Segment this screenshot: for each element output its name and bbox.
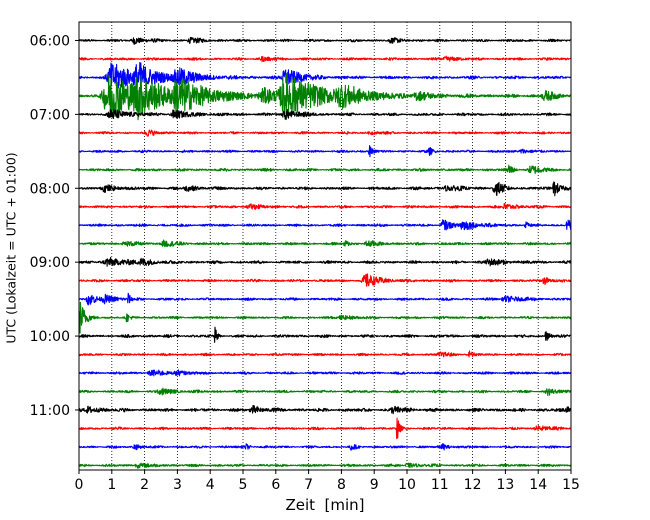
trace-0815 (78, 202, 572, 210)
trace-0600 (78, 36, 572, 45)
x-tick-label-13: 13 (496, 477, 514, 493)
x-tick-label-0: 0 (75, 477, 84, 493)
trace-1045 (78, 387, 572, 397)
trace-0745 (78, 164, 572, 174)
trace-0700 (78, 108, 572, 120)
trace-0615 (78, 55, 572, 63)
trace-0930 (78, 292, 572, 306)
x-tick-label-6: 6 (271, 477, 280, 493)
x-axis-label: Zeit [min] (285, 496, 364, 514)
y-tick-label-0800: 08:00 (30, 181, 70, 197)
trace-1030 (78, 369, 572, 377)
trace-0845 (78, 239, 572, 248)
trace-1145 (78, 462, 572, 469)
x-tick-label-11: 11 (431, 477, 449, 493)
x-tick-label-15: 15 (562, 477, 580, 493)
trace-0630 (78, 61, 572, 94)
x-axis-ticks: 0 1 2 3 4 5 6 7 8 9 10 11 12 13 14 15 (75, 470, 580, 493)
y-tick-label-0700: 07:00 (30, 107, 70, 123)
trace-0915 (78, 273, 572, 287)
y-tick-label-0600: 06:00 (30, 33, 70, 49)
x-tick-label-5: 5 (239, 477, 248, 493)
seismic-traces (78, 36, 572, 469)
trace-1015 (78, 350, 572, 358)
trace-0945 (78, 301, 572, 334)
trace-0830 (78, 219, 572, 231)
trace-0730 (78, 144, 572, 158)
trace-0715 (78, 129, 572, 137)
trace-0800 (78, 181, 572, 197)
x-tick-label-9: 9 (370, 477, 379, 493)
x-tick-label-10: 10 (398, 477, 416, 493)
trace-1000 (78, 326, 572, 343)
y-axis-label: UTC (Lokalzeit = UTC + 01:00) (4, 152, 19, 343)
trace-1100 (78, 404, 572, 415)
y-axis-ticks: 06:00 07:00 08:00 09:00 10:00 11:00 (30, 33, 79, 419)
y-tick-label-1000: 10:00 (30, 329, 70, 345)
trace-0900 (78, 256, 572, 267)
plot-frame (78, 21, 572, 471)
trace-1130 (78, 443, 572, 451)
x-tick-label-4: 4 (206, 477, 215, 493)
x-tick-label-2: 2 (140, 477, 149, 493)
trace-1115 (78, 417, 572, 440)
x-tick-label-7: 7 (304, 477, 313, 493)
x-tick-label-1: 1 (107, 477, 116, 493)
x-tick-label-8: 8 (337, 477, 346, 493)
x-tick-label-3: 3 (173, 477, 182, 493)
trace-0645 (78, 73, 572, 121)
y-tick-label-0900: 09:00 (30, 255, 70, 271)
x-tick-label-12: 12 (464, 477, 482, 493)
y-tick-label-1100: 11:00 (30, 403, 70, 419)
x-tick-label-14: 14 (529, 477, 547, 493)
